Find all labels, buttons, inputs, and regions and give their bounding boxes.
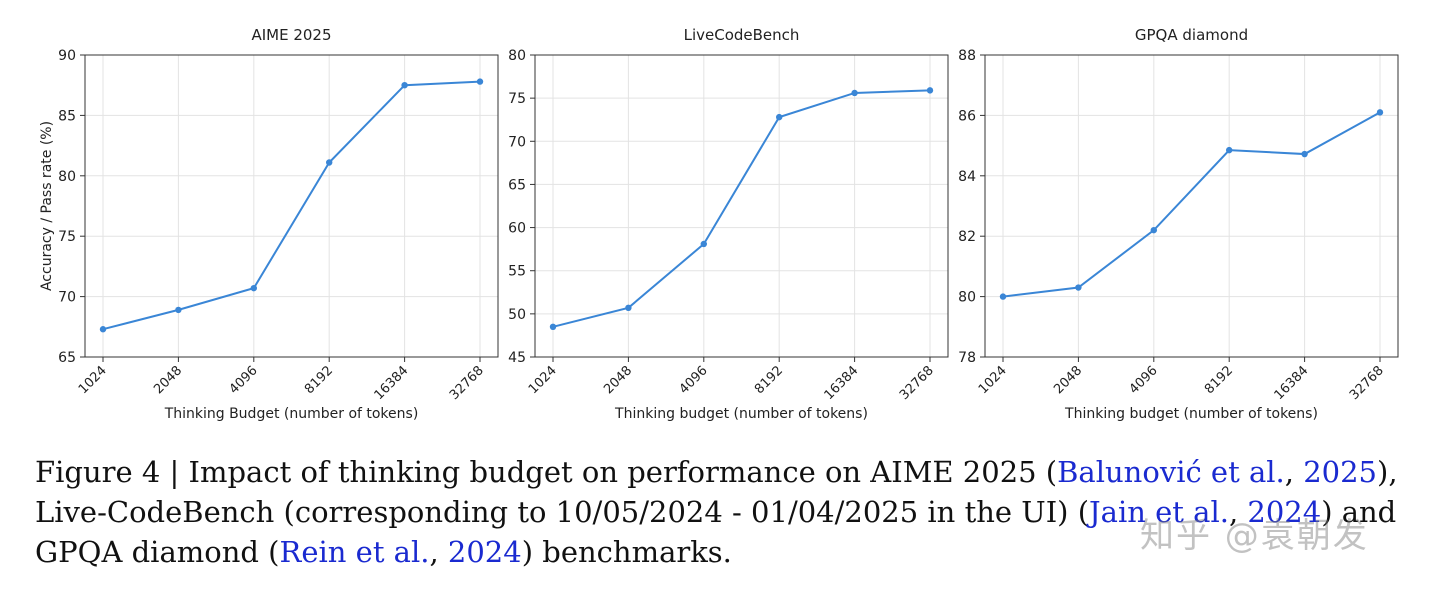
data-point <box>926 87 934 94</box>
chart-0: 65 70 75 80 85 90 1024 2048 4096 8192 16384 32768 AI… <box>39 26 499 422</box>
y-tick-label: 60 <box>508 221 526 237</box>
citation-jain-year[interactable]: 2024 <box>1247 495 1322 529</box>
data-point <box>1075 284 1082 291</box>
data-point <box>1301 150 1308 158</box>
x-tick-label: 16384 <box>1272 363 1312 403</box>
data-point <box>851 89 858 97</box>
y-tick-label: 65 <box>508 177 526 193</box>
series-line <box>552 89 931 328</box>
y-axis-label: Accuracy / Pass rate (%) <box>39 121 55 291</box>
plot-frame <box>984 54 1399 358</box>
x-tick-label: 32768 <box>897 363 937 403</box>
data-point <box>250 284 257 292</box>
y-tick-label: 88 <box>958 48 976 64</box>
x-tick-label: 1024 <box>976 363 1010 397</box>
x-tick-label: 32768 <box>447 363 487 403</box>
plot-frame <box>84 54 499 358</box>
y-tick-label: 82 <box>958 229 976 245</box>
x-tick-label: 4096 <box>677 363 711 397</box>
data-point <box>700 240 707 248</box>
data-point <box>1150 226 1158 234</box>
citation-jain[interactable]: Jain et al. <box>1089 495 1229 529</box>
chart-title: GPQA diamond <box>1135 26 1248 44</box>
x-tick-label: 8192 <box>1202 363 1236 397</box>
data-point <box>99 326 107 333</box>
y-tick-label: 55 <box>508 264 526 280</box>
x-tick-label: 8192 <box>302 363 336 397</box>
chart-title: LiveCodeBench <box>684 26 800 44</box>
citation-rein[interactable]: Rein et al. <box>279 535 430 569</box>
y-tick-label: 78 <box>958 350 976 366</box>
x-tick-label: 1024 <box>526 363 560 397</box>
x-tick-label: 2048 <box>601 363 635 397</box>
data-point <box>1376 109 1384 116</box>
x-tick-label: 32768 <box>1347 363 1387 403</box>
x-axis-label: Thinking budget (number of tokens) <box>614 406 868 422</box>
y-tick-label: 80 <box>958 290 976 306</box>
data-point <box>549 323 557 330</box>
y-tick-label: 75 <box>58 229 76 245</box>
x-tick-label: 16384 <box>822 363 862 403</box>
data-point <box>999 293 1007 300</box>
x-tick-label: 8192 <box>752 363 786 397</box>
x-tick-label: 1024 <box>76 363 110 397</box>
plot-frame <box>534 54 949 358</box>
x-tick-label: 4096 <box>227 363 261 397</box>
series-line <box>1002 111 1381 298</box>
x-axis-label: Thinking budget (number of tokens) <box>1064 406 1318 422</box>
y-tick-label: 90 <box>58 48 76 64</box>
caption-text-5: ) and GPQA diamond ( <box>35 495 1397 569</box>
data-point <box>401 82 408 89</box>
chart-1: 45 50 55 60 65 70 75 80 1024 2048 4096 8192 16384 327… <box>508 26 949 422</box>
data-point <box>625 304 632 312</box>
y-tick-label: 70 <box>58 290 76 306</box>
y-tick-label: 75 <box>508 91 526 107</box>
figure-caption: Figure 4 | Impact of thinking budget on … <box>35 452 1415 572</box>
series-line <box>102 80 481 331</box>
x-tick-label: 4096 <box>1127 363 1161 397</box>
y-tick-label: 85 <box>58 108 76 124</box>
y-tick-label: 80 <box>58 169 76 185</box>
y-tick-label: 84 <box>958 169 976 185</box>
data-point <box>175 306 182 314</box>
data-point <box>326 159 333 166</box>
x-tick-label: 16384 <box>372 363 412 403</box>
y-tick-label: 65 <box>58 350 76 366</box>
citation-balunovic[interactable]: Balunović et al. <box>1057 455 1285 489</box>
chart-title: AIME 2025 <box>251 26 331 44</box>
x-tick-label: 2048 <box>1051 363 1085 397</box>
caption-text-1: Figure 4 | Impact of thinking budget on … <box>35 455 1058 489</box>
caption-text-6: , <box>429 535 448 569</box>
charts-svg: 65 70 75 80 85 90 1024 2048 4096 8192 16384 32768 AI… <box>39 26 1399 422</box>
x-tick-label: 2048 <box>151 363 185 397</box>
data-point <box>476 78 484 85</box>
chart-2: 78 80 82 84 86 88 1024 2048 4096 8192 16384 32768 GP… <box>958 26 1399 422</box>
data-point <box>776 113 783 121</box>
y-tick-label: 50 <box>508 307 526 323</box>
caption-text-3: ), Live-CodeBench (corresponding to 10/0… <box>35 455 1398 529</box>
citation-balunovic-year[interactable]: 2025 <box>1303 455 1377 489</box>
data-point <box>1226 146 1233 154</box>
caption-text-4: , <box>1228 495 1248 529</box>
y-tick-label: 86 <box>958 108 976 124</box>
caption-text-2: , <box>1284 455 1304 489</box>
charts-area: 65 70 75 80 85 90 1024 2048 4096 8192 16384 32768 AI… <box>39 26 1399 422</box>
caption-text-7: ) benchmarks. <box>521 535 732 569</box>
y-tick-label: 80 <box>508 48 526 64</box>
watermark: 知乎 @袁朝发 <box>1140 516 1369 556</box>
citation-rein-year[interactable]: 2024 <box>447 535 522 569</box>
y-tick-label: 45 <box>508 350 526 366</box>
y-tick-label: 70 <box>508 134 526 150</box>
x-axis-label: Thinking Budget (number of tokens) <box>164 406 419 422</box>
